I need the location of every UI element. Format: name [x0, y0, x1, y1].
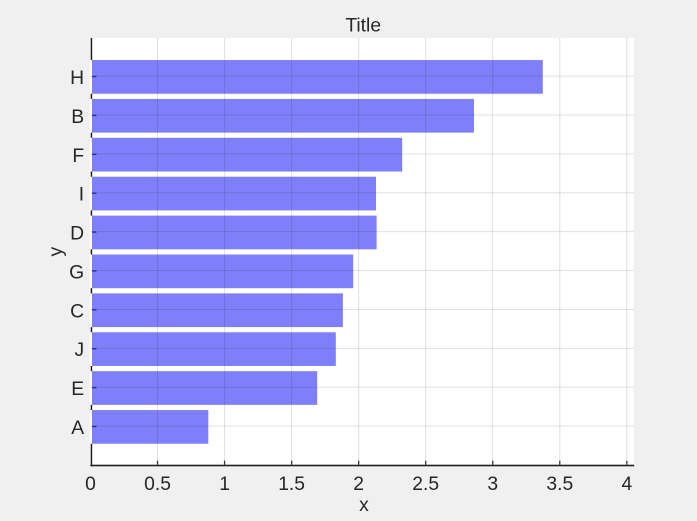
- svg-text:1: 1: [219, 474, 230, 495]
- svg-text:I: I: [79, 185, 84, 206]
- svg-text:J: J: [74, 340, 84, 361]
- svg-text:0: 0: [85, 474, 96, 495]
- svg-text:A: A: [71, 418, 84, 439]
- svg-text:2: 2: [353, 474, 364, 495]
- svg-text:3.5: 3.5: [546, 474, 573, 495]
- svg-text:x: x: [359, 495, 369, 516]
- svg-text:Title: Title: [345, 16, 381, 37]
- svg-text:D: D: [70, 224, 84, 245]
- svg-text:F: F: [72, 146, 84, 167]
- svg-text:4: 4: [621, 474, 632, 495]
- svg-text:1.5: 1.5: [278, 474, 305, 495]
- svg-text:2.5: 2.5: [412, 474, 439, 495]
- svg-text:B: B: [71, 107, 84, 128]
- svg-text:3: 3: [487, 474, 498, 495]
- svg-text:H: H: [70, 68, 84, 89]
- svg-text:E: E: [71, 379, 84, 400]
- svg-text:0.5: 0.5: [144, 474, 171, 495]
- svg-text:C: C: [70, 301, 84, 322]
- svg-text:y: y: [46, 247, 67, 257]
- svg-text:G: G: [69, 262, 84, 283]
